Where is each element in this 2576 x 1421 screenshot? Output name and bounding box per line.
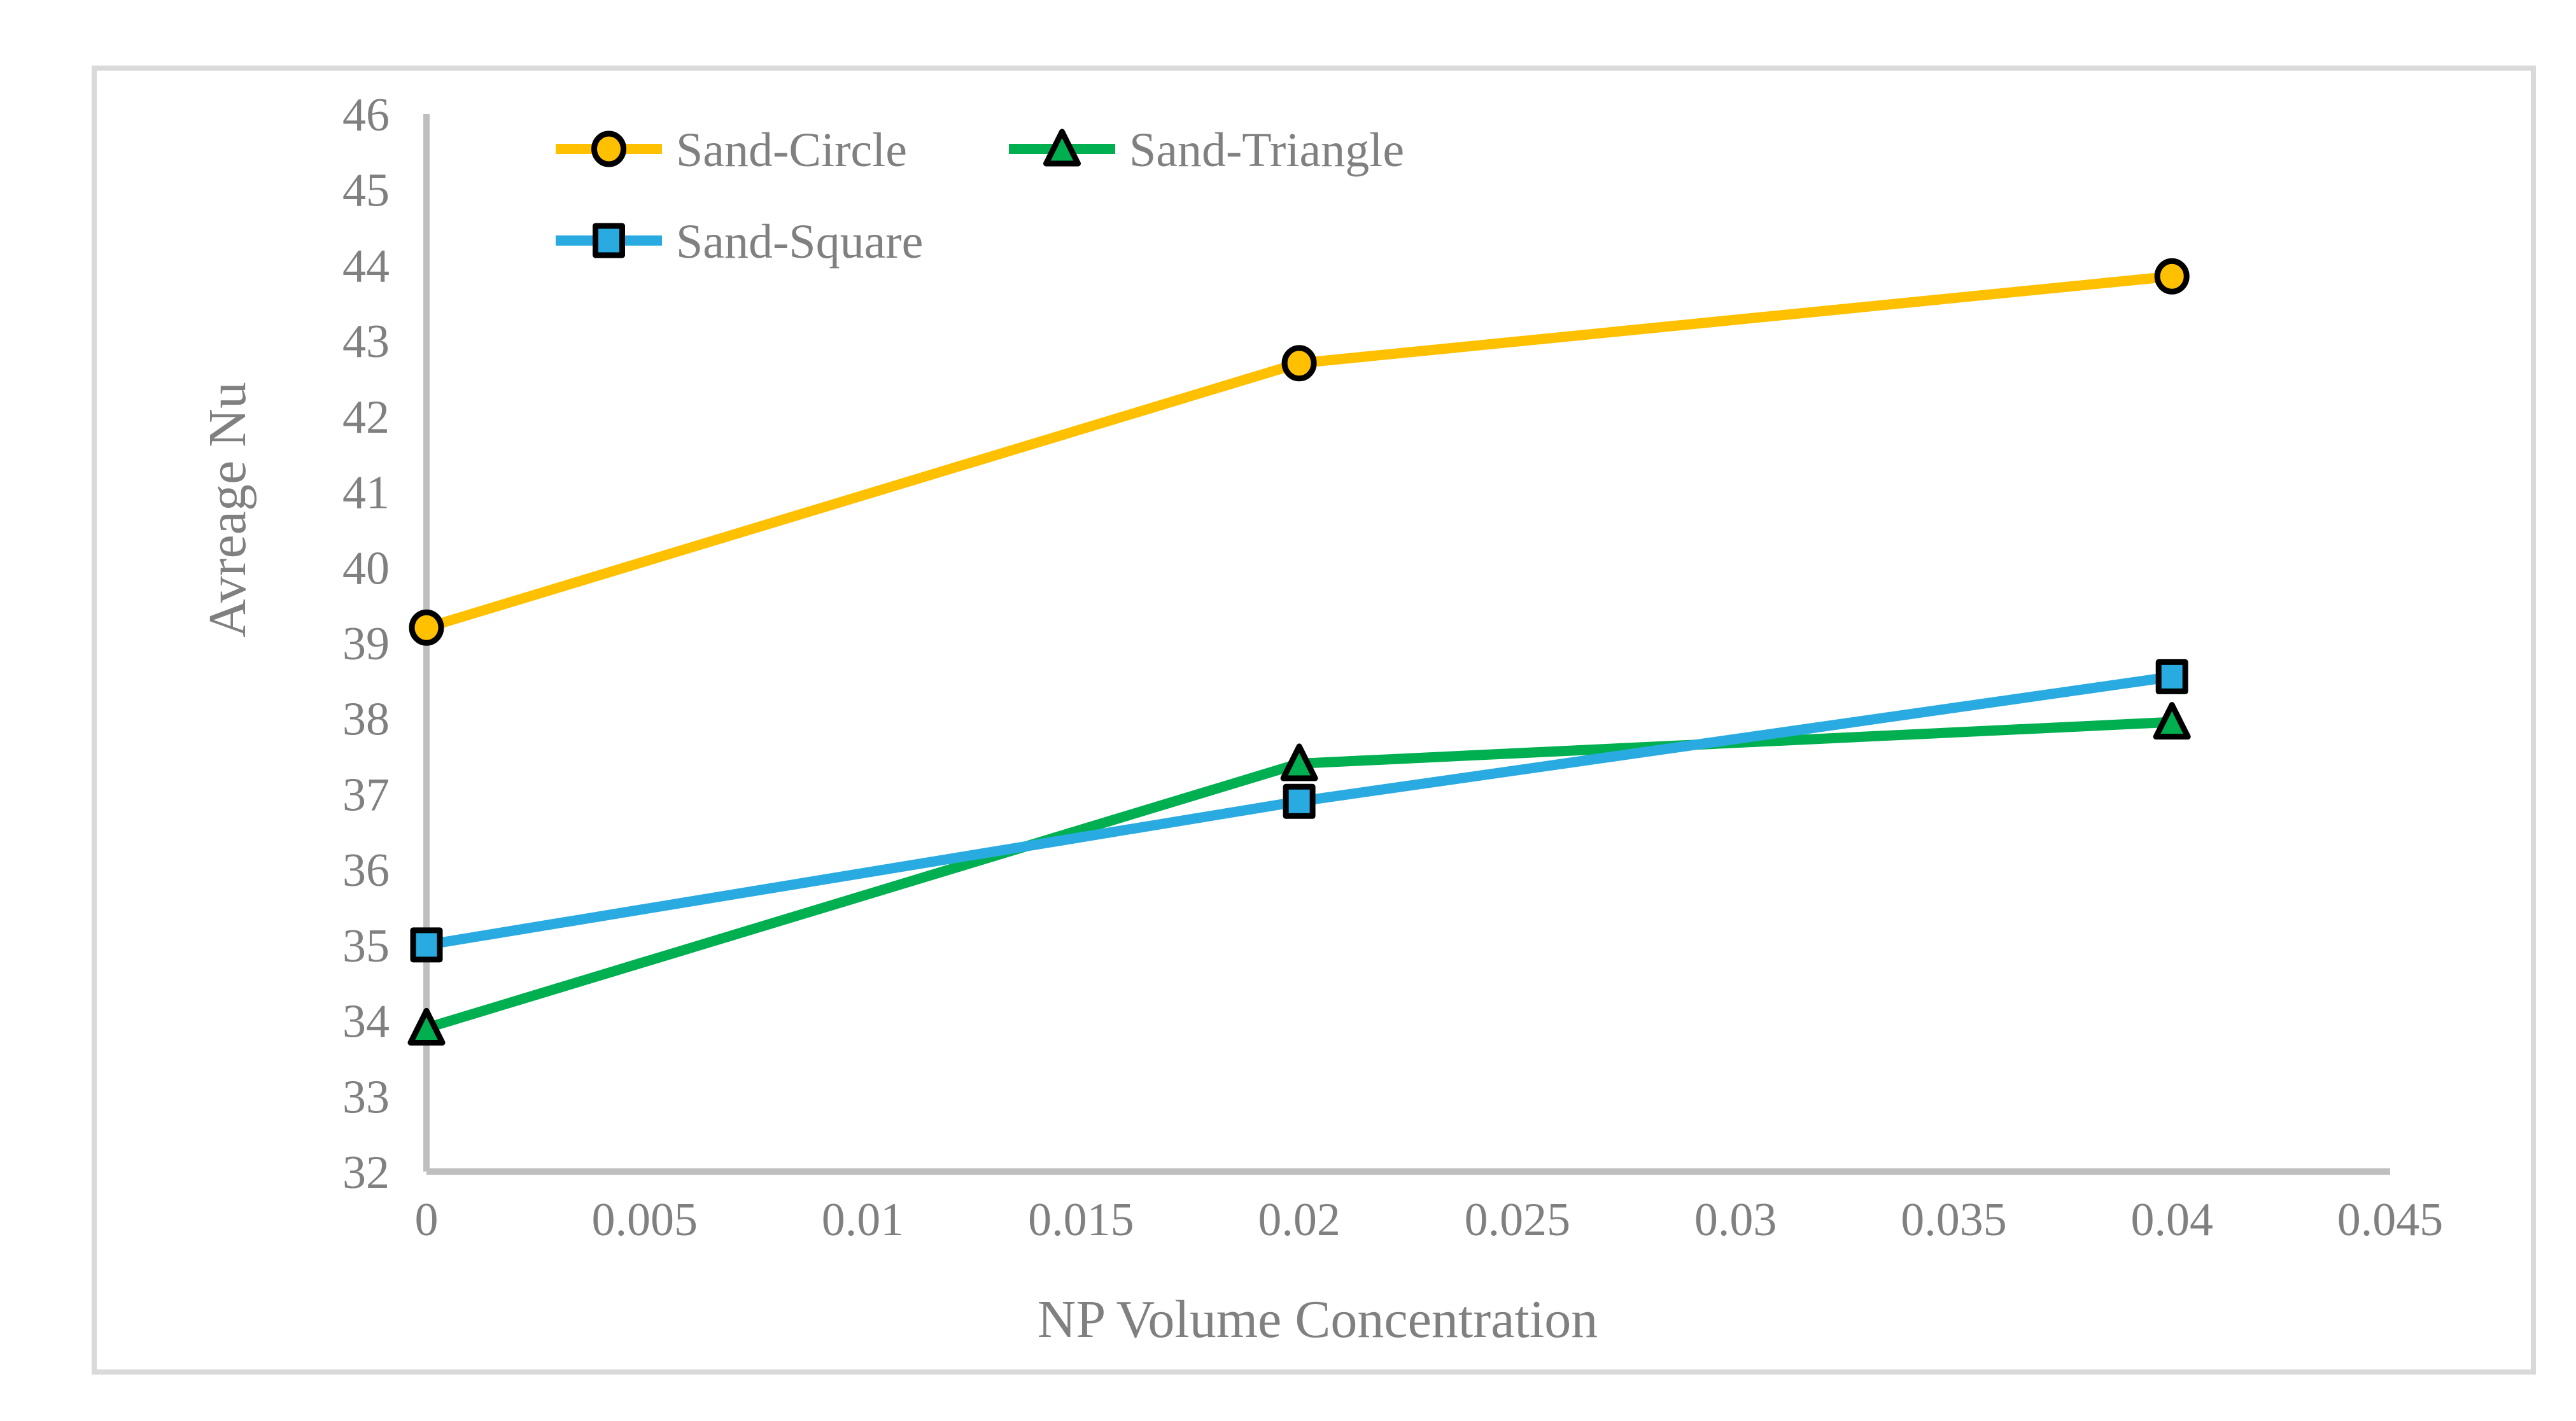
x-tick-label: 0.005 bbox=[592, 1194, 698, 1246]
data-point-sand-circle-0 bbox=[409, 609, 444, 646]
line-chart-canvas: 32 33 34 35 36 37 38 39 40 41 42 43 44 45 46 0 0.005 0.0… bbox=[92, 66, 2536, 1375]
y-tick-label: 45 bbox=[342, 165, 390, 217]
x-axis-title: NP Volume Concentration bbox=[1038, 1290, 1598, 1349]
y-tick-label: 35 bbox=[342, 920, 390, 972]
line-chart-figure: 32 33 34 35 36 37 38 39 40 41 42 43 44 45 46 0 0.005 0.0… bbox=[25, 10, 2576, 1411]
x-tick-label: 0.035 bbox=[1901, 1194, 2007, 1246]
data-series bbox=[407, 258, 2191, 1046]
legend: Sand-Circle Sand-Triangle Sand-Square bbox=[556, 123, 1404, 269]
y-tick-label: 46 bbox=[342, 89, 390, 141]
y-tick-label: 43 bbox=[342, 316, 390, 368]
series-line-sand-circle bbox=[421, 271, 2178, 633]
x-tick-label: 0.02 bbox=[1258, 1194, 1341, 1246]
y-tick-label: 33 bbox=[342, 1071, 390, 1123]
legend-item-sand-square: Sand-Square bbox=[556, 215, 923, 269]
x-tick-label: 0.025 bbox=[1465, 1194, 1571, 1246]
y-tick-label: 44 bbox=[342, 240, 390, 292]
legend-triangle-icon bbox=[1043, 129, 1081, 167]
y-axis-tick-labels: 32 33 34 35 36 37 38 39 40 41 42 43 44 45 46 bbox=[342, 89, 390, 1199]
legend-circle-icon bbox=[591, 130, 626, 167]
chart-border bbox=[92, 66, 2536, 1375]
data-point-sand-square-0 bbox=[410, 927, 443, 963]
y-tick-label: 32 bbox=[342, 1147, 390, 1199]
data-point-sand-square-1 bbox=[1283, 783, 1316, 819]
data-point-sand-triangle-0 bbox=[407, 1007, 446, 1046]
y-tick-label: 36 bbox=[342, 844, 390, 897]
x-tick-label: 0.04 bbox=[2130, 1194, 2213, 1246]
y-tick-label: 37 bbox=[342, 769, 390, 821]
legend-item-label: Sand-Circle bbox=[676, 123, 907, 177]
legend-item-sand-circle: Sand-Circle bbox=[556, 123, 907, 177]
x-tick-label: 0 bbox=[415, 1194, 439, 1246]
y-tick-label: 40 bbox=[342, 542, 390, 594]
legend-item-label: Sand-Triangle bbox=[1129, 123, 1404, 177]
y-tick-label: 34 bbox=[342, 996, 390, 1048]
data-point-sand-triangle-2 bbox=[2153, 702, 2191, 740]
y-axis-title: Avreage Nu bbox=[198, 382, 257, 638]
y-tick-label: 39 bbox=[342, 618, 390, 670]
x-axis-tick-labels: 0 0.005 0.01 0.015 0.02 0.025 0.03 0.035 0.04 0.0… bbox=[415, 1194, 2444, 1246]
y-tick-label: 41 bbox=[342, 467, 390, 519]
data-point-sand-square-2 bbox=[2155, 659, 2188, 694]
x-tick-label: 0.01 bbox=[822, 1194, 904, 1246]
legend-item-label: Sand-Square bbox=[676, 215, 923, 269]
data-point-sand-triangle-1 bbox=[1280, 743, 1318, 781]
x-tick-label: 0.015 bbox=[1028, 1194, 1134, 1246]
legend-square-icon bbox=[593, 223, 625, 258]
y-tick-label: 38 bbox=[342, 694, 390, 746]
data-point-sand-circle-1 bbox=[1281, 345, 1317, 382]
data-point-sand-circle-2 bbox=[2154, 258, 2190, 295]
x-tick-label: 0.03 bbox=[1694, 1194, 1777, 1246]
legend-item-sand-triangle: Sand-Triangle bbox=[1009, 123, 1404, 177]
x-tick-label: 0.045 bbox=[2337, 1194, 2444, 1246]
y-tick-label: 42 bbox=[342, 391, 390, 444]
